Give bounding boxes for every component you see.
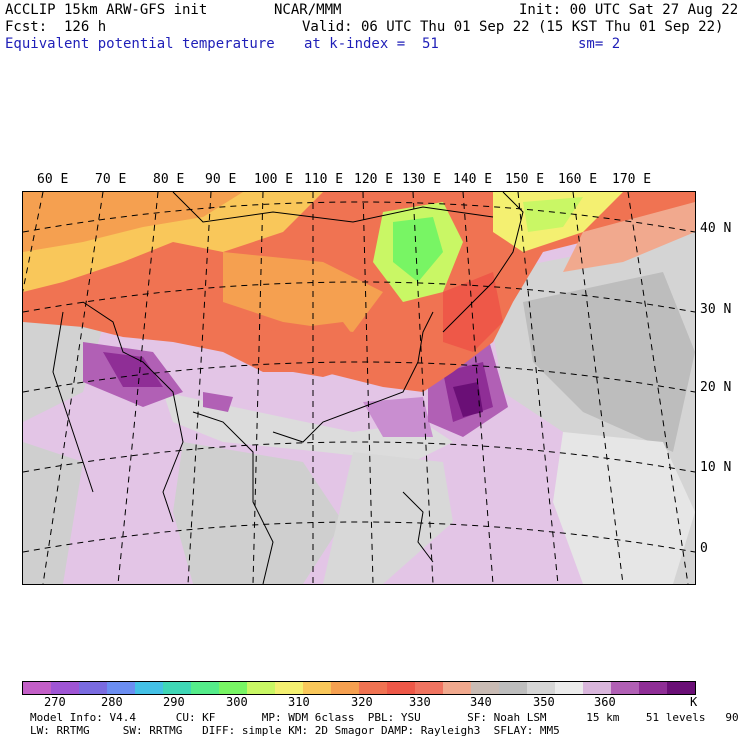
colorbar-tick-label: 270 [44, 695, 66, 709]
level-index: at k-index = 51 [304, 36, 439, 52]
gray-region [163, 392, 453, 462]
colorbar-swatch [163, 682, 191, 694]
gray-region [323, 452, 453, 584]
lon-label: 70 E [95, 172, 127, 187]
colorbar-swatch [23, 682, 51, 694]
colorbar-swatch [639, 682, 667, 694]
gray-region [23, 442, 83, 584]
colorbar-tick-label: 300 [226, 695, 248, 709]
colorbar-swatch [471, 682, 499, 694]
colorbar-swatch [51, 682, 79, 694]
colorbar-swatch [219, 682, 247, 694]
colorbar-swatch [555, 682, 583, 694]
colorbar-tick-label: 340 [470, 695, 492, 709]
colorbar-swatch [303, 682, 331, 694]
purple-region [203, 392, 233, 412]
field-name: Equivalent potential temperature [5, 36, 275, 52]
institution-label: NCAR/MMM [274, 2, 342, 18]
valid-time: Valid: 06 UTC Thu 01 Sep 22 (15 KST Thu … [302, 19, 724, 35]
smoothing-label: sm= 2 [578, 36, 621, 52]
purple-region [363, 397, 433, 437]
colorbar-swatch [415, 682, 443, 694]
colorbar-swatch [135, 682, 163, 694]
coastlines [52, 192, 524, 584]
lat-label: 40 N [700, 221, 732, 236]
lon-label: 120 E [354, 172, 394, 187]
colorbar-swatch [583, 682, 611, 694]
model-title: ACCLIP 15km ARW-GFS init [5, 2, 208, 18]
lon-label: 150 E [505, 172, 545, 187]
colorbar-tick-label: 290 [163, 695, 185, 709]
lon-label: 60 E [37, 172, 69, 187]
colorbar-swatch [107, 682, 135, 694]
colorbar-tick-label: 320 [351, 695, 373, 709]
colorbar-swatch [611, 682, 639, 694]
colorbar-swatch [443, 682, 471, 694]
lon-label: 160 E [558, 172, 598, 187]
colorbar-swatch [527, 682, 555, 694]
warm-region [393, 217, 443, 282]
colorbar-swatch [359, 682, 387, 694]
colorbar-tick-label: 310 [288, 695, 310, 709]
lon-label: 90 E [205, 172, 237, 187]
equivalent-potential-temperature-map [22, 191, 696, 585]
lon-label: 110 E [304, 172, 344, 187]
colorbar-swatch [331, 682, 359, 694]
colorbar-tick-label: 280 [101, 695, 123, 709]
colorbar-unit: K [690, 695, 698, 709]
colorbar [22, 681, 696, 695]
colorbar-swatch [667, 682, 695, 694]
warm-region [443, 272, 503, 352]
purple-region [453, 382, 483, 417]
projection-grid [23, 192, 695, 584]
colorbar-swatch [275, 682, 303, 694]
colorbar-swatch [79, 682, 107, 694]
lon-label: 140 E [453, 172, 493, 187]
model-info-line1: Model Info: V4.4 CU: KF MP: WDM 6class P… [30, 711, 740, 724]
lat-label: 30 N [700, 302, 732, 317]
lat-label: 0 [700, 541, 708, 556]
colorbar-tick-label: 360 [594, 695, 616, 709]
lon-label: 80 E [153, 172, 185, 187]
lon-label: 100 E [254, 172, 294, 187]
colorbar-tick-label: 330 [409, 695, 431, 709]
lat-label: 20 N [700, 380, 732, 395]
gray-region [523, 272, 695, 452]
warm-region [223, 252, 383, 332]
warm-region [563, 202, 695, 272]
lon-label: 130 E [402, 172, 442, 187]
colorbar-swatch [247, 682, 275, 694]
colorbar-swatch [387, 682, 415, 694]
warm-region [523, 197, 583, 232]
init-time: Init: 00 UTC Sat 27 Aug 22 [519, 2, 739, 18]
colorbar-swatch [499, 682, 527, 694]
lat-label: 10 N [700, 460, 732, 475]
purple-region [103, 352, 163, 387]
model-info-line2: LW: RRTMG SW: RRTMG DIFF: simple KM: 2D … [30, 724, 560, 737]
lon-label: 170 E [612, 172, 652, 187]
colorbar-tick-label: 350 [533, 695, 555, 709]
gray-region [23, 312, 103, 422]
colorbar-swatch [191, 682, 219, 694]
forecast-hour: Fcst: 126 h [5, 19, 107, 35]
